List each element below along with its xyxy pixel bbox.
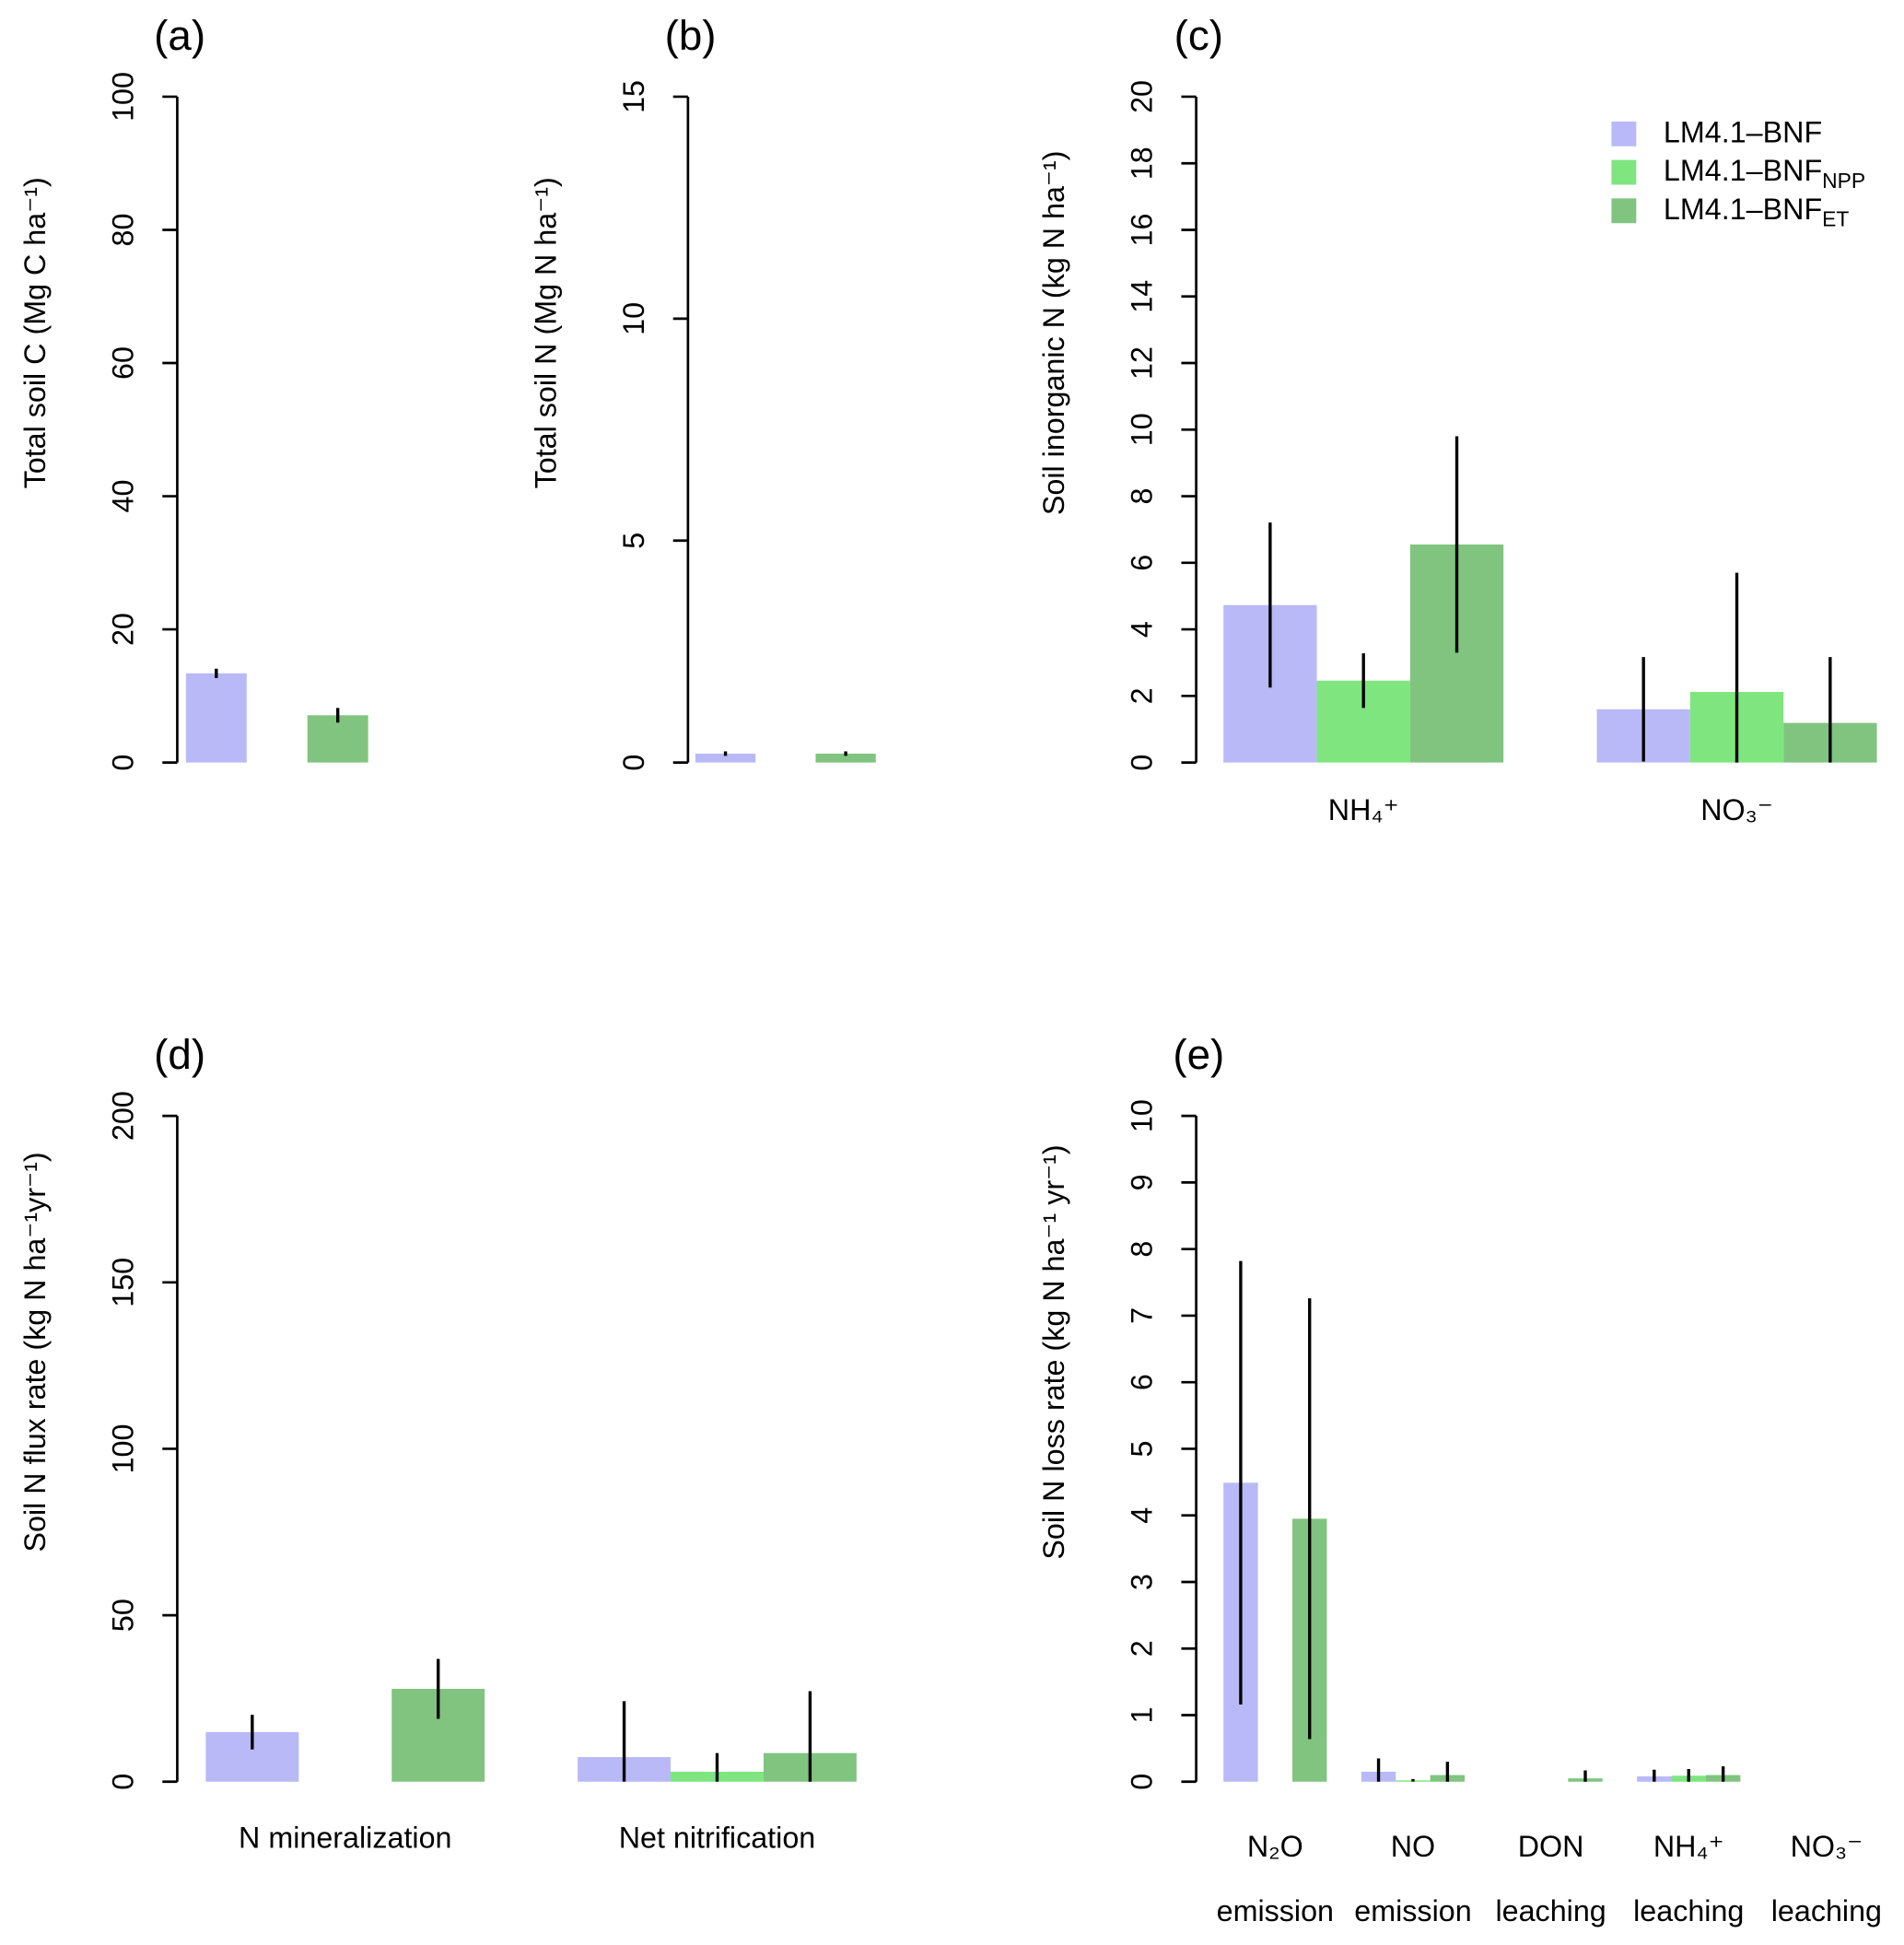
x-tick-label: NO xyxy=(1391,1830,1435,1863)
y-tick-label: 9 xyxy=(1126,1174,1159,1190)
y-tick-label: 8 xyxy=(1126,488,1159,505)
y-tick-label: 7 xyxy=(1126,1307,1159,1324)
y-tick-label: 2 xyxy=(1126,687,1159,704)
y-tick-label: 0 xyxy=(106,755,139,771)
y-tick-label: 40 xyxy=(106,480,139,513)
x-tick-label: NO₃⁻ xyxy=(1700,793,1773,826)
y-tick-label: 12 xyxy=(1126,346,1159,380)
x-tick-label: emission xyxy=(1217,1894,1334,1927)
y-tick-label: 15 xyxy=(617,80,650,113)
x-tick-label: NO₃⁻ xyxy=(1791,1830,1863,1863)
y-tick-label: 6 xyxy=(1126,555,1159,571)
legend-name: LM4.1–BNF xyxy=(1664,154,1822,187)
x-tick-label: N mineralization xyxy=(239,1822,451,1855)
y-tick-label: 1 xyxy=(1126,1707,1159,1724)
x-tick-label: DON xyxy=(1518,1830,1584,1863)
legend-label: LM4.1–BNFNPP xyxy=(1664,154,1865,193)
y-tick-label: 100 xyxy=(106,72,139,122)
y-tick-label: 2 xyxy=(1126,1640,1159,1657)
x-tick-label: leaching xyxy=(1633,1894,1744,1927)
y-tick-label: 150 xyxy=(106,1258,139,1307)
y-tick-label: 4 xyxy=(1126,1507,1159,1524)
y-tick-label: 10 xyxy=(1126,413,1159,446)
panel-label: (e) xyxy=(1173,1031,1224,1078)
y-tick-label: 0 xyxy=(1126,755,1159,771)
y-tick-label: 5 xyxy=(1126,1440,1159,1457)
y-tick-label: 5 xyxy=(617,533,650,549)
legend-label: LM4.1–BNF xyxy=(1664,115,1822,148)
panel-label: (a) xyxy=(154,12,205,59)
x-tick-label: Net nitrification xyxy=(619,1822,816,1855)
y-tick-label: 18 xyxy=(1126,146,1159,180)
bar xyxy=(307,715,368,763)
y-tick-label: 16 xyxy=(1126,214,1159,247)
panel: (a) 0 20 40 60 80 100 Total soil C (Mg C ha⁻¹) xyxy=(18,12,368,771)
y-axis-label: Soil inorganic N (kg N ha⁻¹) xyxy=(1037,151,1070,516)
legend-swatch xyxy=(1611,198,1637,224)
y-tick-label: 0 xyxy=(106,1774,139,1790)
y-tick-label: 100 xyxy=(106,1424,139,1474)
panel-label: (d) xyxy=(154,1031,205,1078)
y-tick-label: 4 xyxy=(1126,621,1159,638)
bar xyxy=(185,673,247,763)
y-tick-label: 20 xyxy=(106,613,139,646)
y-tick-label: 0 xyxy=(1126,1774,1159,1790)
y-tick-label: 60 xyxy=(106,346,139,380)
panel: (b) 0 5 10 15 Total soil N (Mg N ha⁻¹) xyxy=(529,12,876,771)
y-tick-label: 8 xyxy=(1126,1241,1159,1258)
legend-name: LM4.1–BNF xyxy=(1664,192,1822,225)
legend-swatch xyxy=(1611,159,1637,185)
y-axis-label: Soil N flux rate (kg N ha⁻¹yr⁻¹) xyxy=(18,1152,52,1552)
legend-label: LM4.1–BNFET xyxy=(1664,192,1849,230)
panel: (c) 0 2 4 6 8 10 12 14 16 18 20 Soil inorganic N (kg… xyxy=(1037,12,1877,826)
x-tick-label: NH₄⁺ xyxy=(1328,793,1399,826)
legend-name: LM4.1–BNF xyxy=(1664,115,1822,148)
y-tick-label: 50 xyxy=(106,1599,139,1632)
legend-swatch xyxy=(1611,121,1637,146)
bar xyxy=(815,753,876,763)
y-tick-label: 10 xyxy=(617,302,650,335)
y-tick-label: 10 xyxy=(1126,1099,1159,1132)
y-axis-label: Soil N loss rate (kg N ha⁻¹ yr⁻¹) xyxy=(1037,1144,1070,1559)
panel: (d) 0 50 100 150 200 Soil N flux rate (kg N ha… xyxy=(18,1031,857,1855)
bar xyxy=(695,753,756,763)
x-tick-label: NH₄⁺ xyxy=(1653,1830,1724,1863)
y-tick-label: 3 xyxy=(1126,1574,1159,1590)
legend-subscript: NPP xyxy=(1822,169,1865,193)
panel-label: (b) xyxy=(665,12,717,59)
y-tick-label: 14 xyxy=(1126,280,1159,313)
y-axis-label: Total soil C (Mg C ha⁻¹) xyxy=(18,177,52,488)
x-tick-label: leaching xyxy=(1495,1894,1606,1927)
y-axis-label: Total soil N (Mg N ha⁻¹) xyxy=(529,177,562,488)
y-tick-label: 80 xyxy=(106,214,139,247)
x-tick-label: emission xyxy=(1354,1894,1471,1927)
y-tick-label: 6 xyxy=(1126,1374,1159,1390)
panel-label: (c) xyxy=(1174,12,1223,59)
legend-subscript: ET xyxy=(1822,207,1849,231)
y-tick-label: 200 xyxy=(106,1091,139,1141)
y-tick-label: 20 xyxy=(1126,80,1159,113)
x-tick-label: N₂O xyxy=(1247,1830,1303,1863)
y-tick-label: 0 xyxy=(617,755,650,771)
panel: (e) 0 1 2 3 4 5 6 7 8 9 10 Soil N loss rate (kg N ha… xyxy=(1037,1031,1882,1927)
x-tick-label: leaching xyxy=(1771,1894,1882,1927)
